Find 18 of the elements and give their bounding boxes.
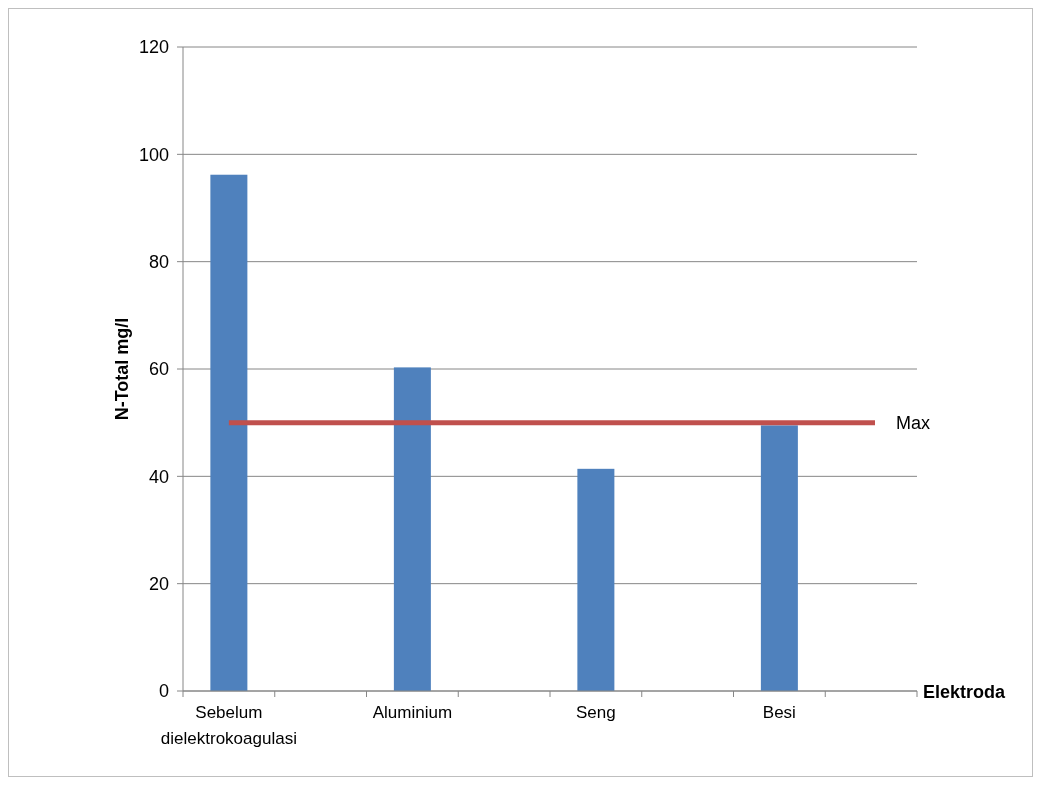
ref-line-label: Max <box>896 412 931 433</box>
y-axis-title: N-Total mg/l <box>112 317 132 421</box>
y-tick-label: 20 <box>148 573 169 594</box>
x-tick-label: Seng <box>576 703 616 722</box>
x-tick-label: Sebelum dielektrokoagulasi <box>160 703 297 748</box>
x-tick-label: Aluminium <box>372 703 453 722</box>
x-axis-title: Elektroda <box>923 682 1007 702</box>
y-tick-label: 60 <box>148 359 169 380</box>
y-tick-label: 80 <box>148 251 169 272</box>
y-tick-label: 40 <box>148 466 169 487</box>
bar <box>577 468 615 691</box>
bar <box>760 425 798 691</box>
bar <box>393 367 431 691</box>
y-tick-label: 0 <box>158 681 169 702</box>
x-tick-label: Besi <box>762 703 796 722</box>
y-tick-label: 100 <box>138 144 169 165</box>
bar <box>210 174 248 691</box>
y-tick-label: 120 <box>138 37 169 58</box>
